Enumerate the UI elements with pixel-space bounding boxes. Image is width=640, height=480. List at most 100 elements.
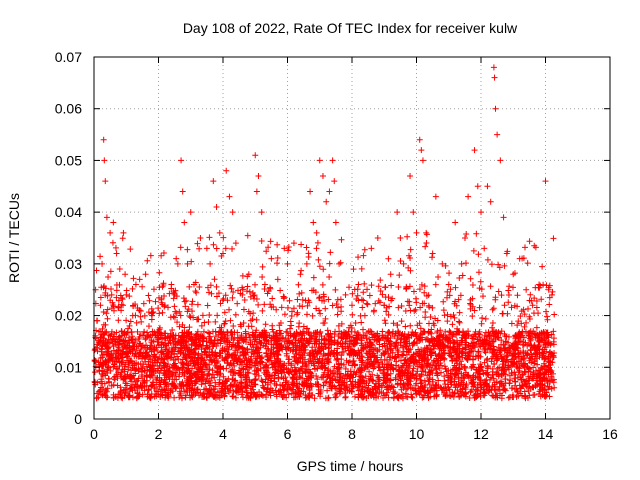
data-point xyxy=(203,245,210,252)
data-point xyxy=(101,157,108,164)
data-point xyxy=(243,378,250,385)
data-point xyxy=(125,355,132,362)
data-point xyxy=(242,372,249,379)
data-point xyxy=(183,360,190,367)
data-point xyxy=(411,339,418,346)
data-point xyxy=(188,365,195,372)
data-point xyxy=(122,373,129,380)
data-point xyxy=(397,376,404,383)
data-point xyxy=(131,375,138,382)
data-point xyxy=(99,372,106,379)
data-point xyxy=(225,359,232,366)
data-point xyxy=(512,371,519,378)
data-point xyxy=(409,368,416,375)
data-point xyxy=(177,244,184,251)
data-point xyxy=(166,347,173,354)
data-point xyxy=(475,269,482,276)
data-point xyxy=(477,278,484,285)
data-point xyxy=(404,394,411,401)
data-point xyxy=(416,373,423,380)
data-point xyxy=(523,352,530,359)
data-point xyxy=(253,327,260,334)
data-point xyxy=(321,369,328,376)
data-point xyxy=(373,390,380,397)
data-point xyxy=(231,362,238,369)
data-point xyxy=(141,354,148,361)
data-point xyxy=(280,335,287,342)
data-point xyxy=(464,356,471,363)
data-point xyxy=(536,383,543,390)
data-point xyxy=(98,384,105,391)
data-point xyxy=(137,308,144,315)
data-point xyxy=(542,178,549,185)
data-point xyxy=(91,369,98,376)
data-point xyxy=(368,282,375,289)
data-point xyxy=(337,340,344,347)
data-point xyxy=(240,319,247,326)
data-point xyxy=(449,366,456,373)
data-point xyxy=(389,295,396,302)
data-point xyxy=(267,392,274,399)
data-point xyxy=(113,371,120,378)
data-point xyxy=(265,338,272,345)
data-point xyxy=(213,283,220,290)
data-point xyxy=(511,270,518,277)
data-point xyxy=(521,379,528,386)
data-point xyxy=(472,331,479,338)
data-point xyxy=(511,302,518,309)
data-point xyxy=(135,375,142,382)
data-point xyxy=(315,381,322,388)
data-point xyxy=(120,337,127,344)
data-point xyxy=(301,356,308,363)
data-point xyxy=(126,293,133,300)
data-point xyxy=(307,380,314,387)
data-point xyxy=(340,348,347,355)
data-point xyxy=(141,383,148,390)
data-point xyxy=(264,290,271,297)
data-point xyxy=(406,340,413,347)
data-point xyxy=(283,365,290,372)
data-point xyxy=(201,349,208,356)
data-point xyxy=(311,334,318,341)
data-point xyxy=(188,375,195,382)
data-point xyxy=(101,283,108,290)
data-point xyxy=(481,389,488,396)
data-point xyxy=(503,367,510,374)
data-point xyxy=(206,346,213,353)
data-point xyxy=(314,239,321,246)
data-point xyxy=(530,328,537,335)
data-point xyxy=(292,394,299,401)
data-point xyxy=(505,394,512,401)
data-point xyxy=(103,369,110,376)
data-point xyxy=(441,377,448,384)
data-point xyxy=(458,361,465,368)
data-point xyxy=(304,302,311,309)
data-point xyxy=(181,388,188,395)
data-point xyxy=(372,358,379,365)
data-point xyxy=(357,312,364,319)
data-point xyxy=(148,371,155,378)
data-point xyxy=(368,328,375,335)
data-point xyxy=(394,380,401,387)
data-point xyxy=(424,363,431,370)
data-point xyxy=(137,313,144,320)
data-point xyxy=(156,326,163,333)
data-point xyxy=(153,376,160,383)
data-point xyxy=(274,241,281,248)
data-point xyxy=(512,332,519,339)
data-point xyxy=(190,348,197,355)
data-point xyxy=(207,339,214,346)
data-point xyxy=(450,345,457,352)
data-point xyxy=(296,385,303,392)
data-point xyxy=(248,378,255,385)
data-point xyxy=(119,235,126,242)
data-point xyxy=(490,332,497,339)
data-point xyxy=(172,344,179,351)
data-point xyxy=(494,131,501,138)
data-point xyxy=(516,337,523,344)
data-point xyxy=(519,372,526,379)
data-point xyxy=(255,372,262,379)
data-point xyxy=(107,229,114,236)
data-point xyxy=(451,300,458,307)
data-point xyxy=(334,345,341,352)
